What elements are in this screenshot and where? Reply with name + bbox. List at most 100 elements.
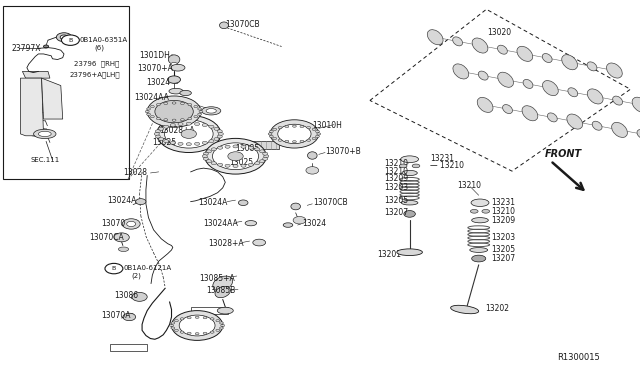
Bar	[110, 344, 147, 351]
Text: 23796  〈RH〉: 23796 〈RH〉	[74, 60, 119, 67]
Circle shape	[105, 263, 123, 274]
Ellipse shape	[217, 307, 233, 314]
Ellipse shape	[497, 45, 508, 54]
Circle shape	[209, 125, 214, 128]
Ellipse shape	[283, 223, 293, 227]
Text: 13231: 13231	[430, 154, 454, 163]
Circle shape	[278, 124, 311, 144]
Circle shape	[164, 120, 213, 148]
Circle shape	[211, 148, 216, 151]
Circle shape	[220, 327, 223, 329]
Ellipse shape	[171, 64, 185, 71]
Ellipse shape	[238, 200, 248, 205]
Circle shape	[273, 128, 276, 131]
Circle shape	[316, 131, 319, 133]
Circle shape	[164, 140, 169, 142]
Circle shape	[164, 102, 168, 105]
Circle shape	[202, 124, 207, 126]
Ellipse shape	[401, 156, 419, 163]
Circle shape	[211, 331, 214, 333]
Text: 13070+A: 13070+A	[138, 64, 173, 73]
Text: (6): (6)	[95, 44, 105, 51]
Ellipse shape	[607, 63, 622, 78]
Ellipse shape	[592, 121, 602, 130]
Ellipse shape	[478, 71, 488, 80]
Text: FRONT: FRONT	[545, 150, 582, 159]
Ellipse shape	[568, 88, 578, 97]
Circle shape	[218, 146, 223, 149]
Text: 13210: 13210	[492, 207, 516, 216]
Circle shape	[147, 113, 150, 115]
Circle shape	[56, 33, 72, 42]
Circle shape	[260, 150, 265, 153]
Circle shape	[150, 116, 154, 118]
Circle shape	[214, 138, 219, 141]
Ellipse shape	[522, 106, 538, 121]
Ellipse shape	[472, 255, 486, 262]
Ellipse shape	[428, 30, 443, 45]
Ellipse shape	[587, 62, 597, 71]
Ellipse shape	[470, 209, 478, 213]
Ellipse shape	[213, 276, 232, 291]
Text: 13025: 13025	[229, 158, 253, 167]
Circle shape	[175, 320, 179, 322]
Ellipse shape	[180, 90, 191, 96]
Circle shape	[316, 135, 319, 137]
Ellipse shape	[401, 201, 418, 205]
Text: 13028: 13028	[123, 169, 147, 177]
Ellipse shape	[202, 107, 221, 115]
Text: 0B1A0-6121A: 0B1A0-6121A	[124, 265, 172, 271]
Circle shape	[172, 102, 176, 104]
Circle shape	[188, 317, 191, 319]
Circle shape	[278, 126, 282, 129]
Ellipse shape	[517, 46, 532, 61]
Circle shape	[241, 145, 246, 148]
Circle shape	[164, 119, 168, 121]
Text: 13210: 13210	[458, 181, 481, 190]
Circle shape	[206, 150, 211, 153]
Text: 13210: 13210	[384, 167, 408, 176]
Circle shape	[278, 139, 282, 141]
Text: (2): (2)	[131, 273, 141, 279]
Ellipse shape	[206, 109, 216, 113]
Text: 13024AA: 13024AA	[134, 93, 169, 102]
Circle shape	[179, 315, 215, 336]
Ellipse shape	[171, 62, 177, 65]
Ellipse shape	[472, 218, 488, 223]
Circle shape	[154, 132, 159, 135]
Ellipse shape	[477, 97, 493, 112]
Polygon shape	[42, 78, 63, 119]
Circle shape	[156, 135, 161, 138]
Circle shape	[216, 329, 220, 331]
Text: 13231: 13231	[492, 198, 516, 207]
Circle shape	[178, 122, 183, 125]
Circle shape	[195, 122, 200, 125]
Circle shape	[206, 160, 211, 163]
Text: 13086: 13086	[114, 291, 138, 300]
Text: 13024AA: 13024AA	[204, 219, 238, 228]
Circle shape	[170, 124, 175, 126]
Ellipse shape	[451, 305, 479, 314]
Ellipse shape	[399, 164, 407, 168]
Circle shape	[122, 219, 140, 229]
Circle shape	[273, 137, 276, 140]
Circle shape	[211, 162, 216, 165]
Ellipse shape	[169, 88, 183, 94]
Circle shape	[285, 125, 289, 128]
Circle shape	[220, 322, 223, 324]
Text: 13020: 13020	[488, 28, 512, 37]
Ellipse shape	[637, 129, 640, 138]
Ellipse shape	[452, 37, 463, 46]
Bar	[3, 6, 129, 179]
Circle shape	[178, 142, 183, 145]
Ellipse shape	[523, 80, 533, 89]
Circle shape	[212, 143, 259, 170]
Text: 13205: 13205	[492, 246, 516, 254]
Circle shape	[202, 141, 207, 144]
Ellipse shape	[168, 55, 180, 64]
Text: 13203: 13203	[492, 233, 516, 242]
Circle shape	[233, 145, 238, 148]
Circle shape	[216, 320, 220, 322]
Ellipse shape	[502, 105, 513, 113]
Text: 13202: 13202	[485, 304, 509, 312]
